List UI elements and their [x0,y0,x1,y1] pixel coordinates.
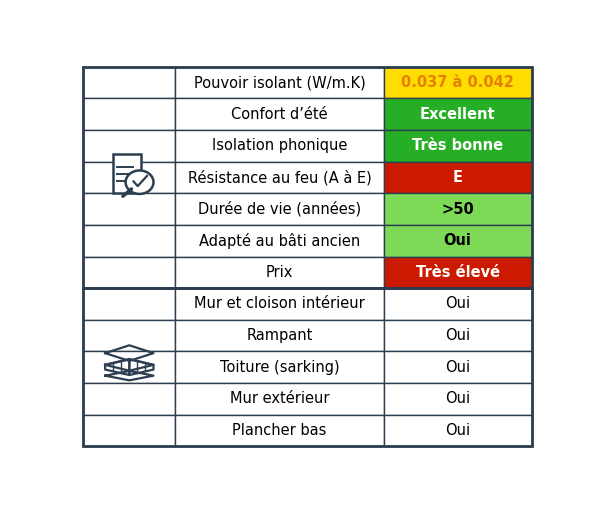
Text: Très élevé: Très élevé [416,265,500,280]
Text: Toiture (sarking): Toiture (sarking) [220,360,339,375]
Bar [384,162,532,194]
Bar [175,257,384,288]
Text: Mur extérieur: Mur extérieur [230,391,329,406]
Bar [175,415,384,446]
Bar [384,383,532,415]
Text: Résistance au feu (A à E): Résistance au feu (A à E) [188,170,371,185]
Bar [175,288,384,320]
Bar [384,67,532,99]
Text: Oui: Oui [444,233,472,248]
Circle shape [125,171,154,194]
Bar [175,225,384,257]
Text: Adapté au bâti ancien: Adapté au bâti ancien [199,233,360,249]
Bar [175,383,384,415]
Bar [175,194,384,225]
Bar [384,257,532,288]
Bar [384,130,532,162]
Bar [83,320,175,352]
Text: Oui: Oui [445,391,470,406]
Bar [83,67,532,288]
Text: Oui: Oui [445,423,470,438]
Text: Rampant: Rampant [246,328,313,343]
Text: Confort d’été: Confort d’été [231,107,328,122]
Bar [83,130,175,162]
Bar [83,415,175,446]
Bar [83,162,175,194]
Bar [175,130,384,162]
Bar [83,383,175,415]
Bar [384,194,532,225]
Bar [83,99,175,130]
Bar [83,288,532,446]
Bar [175,67,384,99]
Text: 0.037 à 0.042: 0.037 à 0.042 [401,75,514,90]
Text: Excellent: Excellent [420,107,496,122]
Text: >50: >50 [441,202,474,216]
Bar [175,99,384,130]
Bar [83,67,175,99]
Text: Pouvoir isolant (W/m.K): Pouvoir isolant (W/m.K) [194,75,365,90]
Text: Très bonne: Très bonne [412,138,503,153]
Text: Oui: Oui [445,297,470,311]
Bar [83,194,175,225]
Bar [384,99,532,130]
Bar [175,320,384,352]
Text: Isolation phonique: Isolation phonique [212,138,347,153]
Bar [384,320,532,352]
Text: Durée de vie (années): Durée de vie (années) [198,201,361,217]
Text: Mur et cloison intérieur: Mur et cloison intérieur [194,297,365,311]
Text: Plancher bas: Plancher bas [232,423,326,438]
Text: Prix: Prix [266,265,293,280]
Bar [384,288,532,320]
Bar [384,352,532,383]
Bar [83,352,175,383]
Text: E: E [452,170,463,185]
Bar [175,162,384,194]
Text: Oui: Oui [445,360,470,375]
Bar [384,415,532,446]
Bar [113,154,141,193]
Bar [384,225,532,257]
Bar [175,352,384,383]
Bar [83,225,175,257]
Text: Oui: Oui [445,328,470,343]
Bar [83,257,175,288]
Bar [83,288,175,320]
